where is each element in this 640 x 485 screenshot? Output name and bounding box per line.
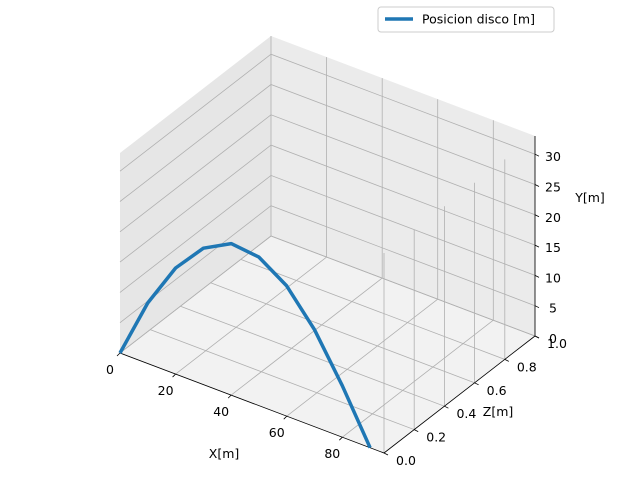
x-tick-mark <box>284 416 287 419</box>
x-tick-mark <box>173 374 176 377</box>
x-tick-label: 60 <box>269 425 285 440</box>
y-tick-label: 0 <box>549 331 557 346</box>
x-tick-label: 0 <box>106 362 114 377</box>
z-axis-label: Z[m] <box>483 404 514 419</box>
y-tick-mark <box>535 184 539 186</box>
z-tick-label: 0.2 <box>426 430 446 445</box>
z-tick-mark <box>414 430 418 432</box>
z-tick-mark <box>505 359 509 361</box>
y-tick-mark <box>535 245 539 247</box>
x-tick-label: 20 <box>158 383 174 398</box>
y-tick-mark <box>535 306 539 308</box>
y-tick-mark <box>535 275 539 277</box>
x-tick-label: 80 <box>324 446 340 461</box>
z-tick-mark <box>475 383 479 385</box>
legend-label: Posicion disco [m] <box>422 12 535 27</box>
y-tick-mark <box>535 336 539 338</box>
legend: Posicion disco [m] <box>378 7 554 32</box>
x-tick-mark <box>339 437 342 440</box>
z-tick-mark <box>384 453 388 455</box>
y-tick-label: 10 <box>545 270 561 285</box>
z-tick-label: 0.0 <box>396 453 416 468</box>
z-tick-label: 0.4 <box>456 406 476 421</box>
z-tick-label: 0.8 <box>517 359 537 374</box>
x-tick-mark <box>117 353 120 356</box>
y-tick-label: 5 <box>549 301 557 316</box>
x-axis-label: X[m] <box>209 446 240 461</box>
x-tick-mark <box>228 395 231 398</box>
y-tick-mark <box>535 154 539 156</box>
y-tick-label: 25 <box>545 179 561 194</box>
y-tick-label: 20 <box>545 210 561 225</box>
x-tick-label: 40 <box>213 404 229 419</box>
z-tick-mark <box>444 406 448 408</box>
y-axis-label: Y[m] <box>574 190 605 205</box>
y-tick-label: 30 <box>545 149 561 164</box>
y-tick-mark <box>535 215 539 217</box>
z-tick-label: 0.6 <box>487 383 507 398</box>
y-tick-label: 15 <box>545 240 561 255</box>
